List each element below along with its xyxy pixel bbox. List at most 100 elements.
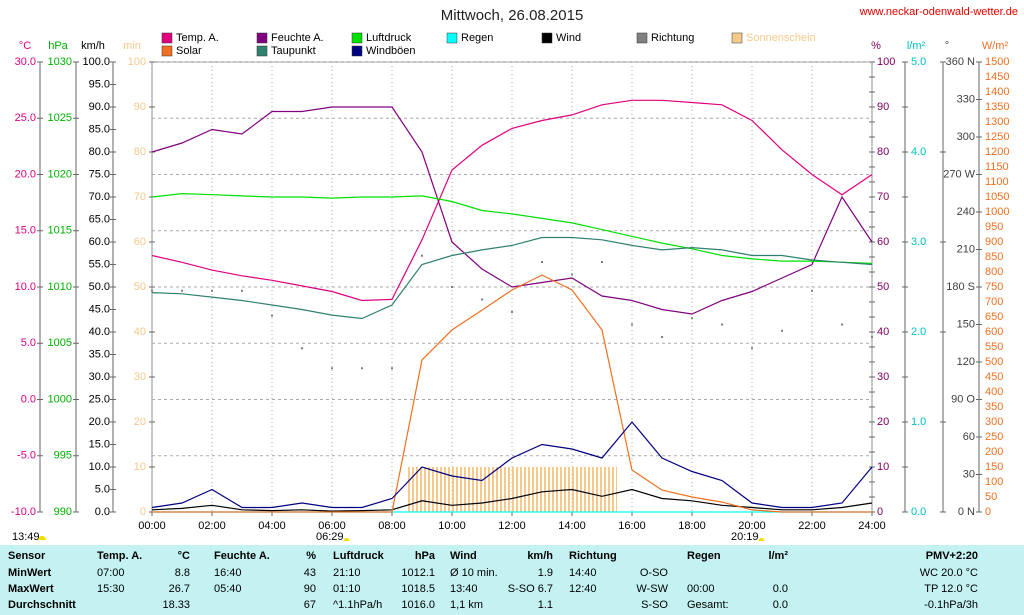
table-cell: WC 20.0 °C — [920, 567, 978, 579]
legend-label: Luftdruck — [366, 32, 412, 44]
axis-unit: hPa — [48, 40, 68, 52]
table-header: PMV+2:20 — [926, 550, 978, 562]
table-cell: S-SO 6.7 — [508, 583, 553, 595]
direction-dot — [151, 289, 153, 292]
y-tick-label: 1050 — [985, 191, 1009, 203]
table-cell: 13:40 — [450, 583, 478, 595]
table-cell: W-SW — [636, 583, 668, 595]
y-tick-label: 1500 — [985, 56, 1009, 68]
sunshine-bar — [587, 467, 617, 512]
direction-dot — [181, 289, 183, 292]
y-tick-label: 40.0 — [89, 326, 110, 338]
x-tick-label: 20:00 — [738, 520, 766, 532]
y-tick-label: 80.0 — [89, 146, 110, 158]
table-cell: 16:40 — [214, 567, 242, 579]
legend-swatch — [731, 32, 743, 44]
y-tick-label: 40 — [134, 326, 146, 338]
x-tick-label: 10:00 — [438, 520, 466, 532]
table-cell: Durchschnitt — [8, 599, 76, 611]
table-header: Regen — [687, 550, 721, 562]
chart-title: Mittwoch, 26.08.2015 — [441, 7, 584, 24]
y-tick-label: 450 — [985, 371, 1003, 383]
y-tick-label: 0.0 — [911, 506, 926, 518]
table-cell: 07:00 — [97, 567, 125, 579]
direction-dot — [841, 323, 843, 326]
y-tick-label: -10.0 — [11, 506, 36, 518]
series-line — [151, 106, 873, 315]
table-header: % — [306, 550, 316, 562]
table-cell: Ø 10 min. — [450, 567, 498, 579]
x-tick-label: 02:00 — [198, 520, 226, 532]
sunshine-bar — [407, 467, 437, 512]
y-tick-label: 240 — [957, 206, 975, 218]
y-tick-label: 1350 — [985, 101, 1009, 113]
axis-unit: ° — [945, 40, 949, 52]
y-tick-label: 120 — [957, 356, 975, 368]
legend-label: Sonnenschein — [746, 32, 816, 44]
direction-dot — [571, 273, 573, 276]
y-tick-label: 1005 — [48, 337, 72, 349]
y-tick-label: 1450 — [985, 71, 1009, 83]
y-tick-label: 2.0 — [911, 326, 926, 338]
table-cell: 00:00 — [687, 583, 715, 595]
series-line — [151, 421, 873, 509]
table-cell: 12:40 — [569, 583, 597, 595]
y-tick-label: 1150 — [985, 161, 1009, 173]
direction-dot — [241, 289, 243, 292]
y-tick-label: 15.0 — [15, 225, 36, 237]
legend-label: Richtung — [651, 32, 694, 44]
legend-swatch — [351, 32, 363, 44]
y-tick-label: 100 — [128, 56, 146, 68]
legend-label: Solar — [176, 45, 202, 57]
y-tick-label: 5.0 — [21, 337, 36, 349]
table-header: km/h — [527, 550, 553, 562]
direction-dot — [361, 367, 363, 370]
y-tick-label: 30 — [134, 371, 146, 383]
y-tick-label: 20 — [877, 416, 889, 428]
table-cell: 14:40 — [569, 567, 597, 579]
x-tick-label: 12:00 — [498, 520, 526, 532]
y-tick-label: 150 — [985, 461, 1003, 473]
table-header: Luftdruck — [333, 550, 385, 562]
y-tick-label: 500 — [985, 356, 1003, 368]
table-cell: ^1.1hPa/h — [333, 599, 382, 611]
table-cell: MaxWert — [8, 583, 54, 595]
y-tick-label: 50 — [877, 281, 889, 293]
sun-marker — [343, 538, 350, 541]
legend-swatch — [541, 32, 553, 44]
table-cell: 67 — [304, 599, 316, 611]
y-tick-label: 400 — [985, 386, 1003, 398]
table-header: Sensor — [8, 550, 46, 562]
direction-dot — [661, 336, 663, 338]
y-tick-label: 990 — [54, 506, 72, 518]
table-cell: MinWert — [8, 567, 52, 579]
annotation: 06:29 — [316, 531, 344, 543]
corner-label: 13:49 — [12, 531, 40, 543]
y-tick-label: 35.0 — [89, 348, 110, 360]
website: www.neckar-odenwald-wetter.de — [859, 6, 1018, 18]
y-tick-label: 700 — [985, 296, 1003, 308]
table-cell: 21:10 — [333, 567, 361, 579]
y-tick-label: 150 — [957, 318, 975, 330]
y-tick-label: 30.0 — [89, 371, 110, 383]
y-tick-label: 210 — [957, 243, 975, 255]
y-tick-label: 800 — [985, 266, 1003, 278]
table-cell: 1.1 — [538, 599, 553, 611]
y-tick-label: 90.0 — [89, 101, 110, 113]
series-line — [151, 488, 873, 512]
y-tick-label: 90 O — [951, 393, 975, 405]
table-cell: 05:40 — [214, 583, 242, 595]
y-tick-label: 360 N — [946, 56, 975, 68]
sun-marker — [758, 538, 765, 541]
y-tick-label: 0 N — [958, 506, 975, 518]
x-tick-label: 22:00 — [798, 520, 826, 532]
legend-label: Temp. A. — [176, 32, 219, 44]
table-background — [0, 545, 1024, 615]
y-tick-label: 300 — [985, 416, 1003, 428]
y-tick-label: 55.0 — [89, 258, 110, 270]
y-tick-label: 5.0 — [95, 483, 110, 495]
legend-swatch — [636, 32, 648, 44]
table-cell: 0.0 — [773, 599, 788, 611]
y-tick-label: 10 — [877, 461, 889, 473]
axis-unit: l/m² — [907, 40, 926, 52]
